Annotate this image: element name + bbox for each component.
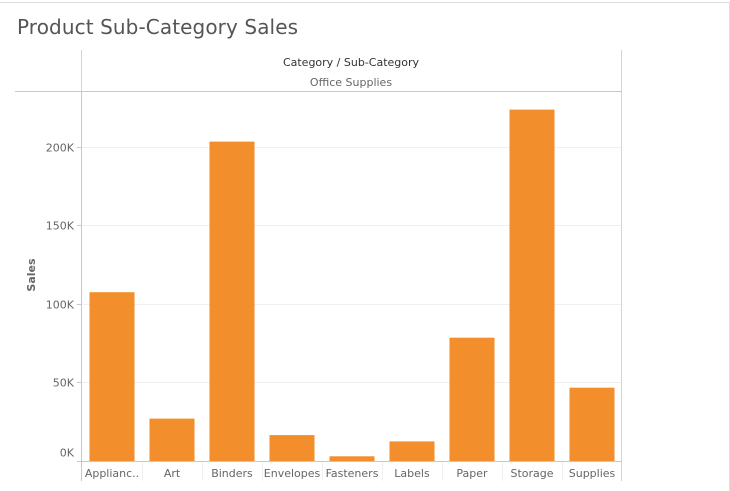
y-axis-title: Sales bbox=[25, 258, 38, 292]
x-axis-ticks: Applianc.. Art Binders Envelopes Fasteners La… bbox=[85, 461, 616, 481]
bar-labels[interactable] bbox=[389, 441, 435, 461]
x-tick-label: Envelopes bbox=[264, 467, 321, 480]
x-tick-label: Applianc.. bbox=[85, 467, 139, 480]
bar-fasteners[interactable] bbox=[329, 456, 375, 461]
x-tick-label: Binders bbox=[211, 467, 253, 480]
category-header: Office Supplies bbox=[310, 76, 392, 89]
bar-paper[interactable] bbox=[449, 337, 495, 461]
y-tick-label: 200K bbox=[46, 142, 75, 155]
bar-applianc[interactable] bbox=[89, 292, 135, 461]
x-tick-label: Storage bbox=[510, 467, 553, 480]
y-tick-label: 0K bbox=[60, 447, 75, 460]
column-header-title: Category / Sub-Category bbox=[283, 56, 420, 69]
bar-supplies[interactable] bbox=[569, 387, 615, 461]
bar-envelopes[interactable] bbox=[269, 435, 315, 461]
x-tick-label: Paper bbox=[456, 467, 488, 480]
bar-storage[interactable] bbox=[509, 109, 555, 461]
bars bbox=[89, 109, 615, 461]
bar-binders[interactable] bbox=[209, 141, 255, 461]
y-tick-label: 150K bbox=[46, 220, 75, 233]
view-top-border bbox=[0, 2, 730, 3]
y-tick-label: 50K bbox=[53, 377, 75, 390]
bar-art[interactable] bbox=[149, 418, 195, 461]
x-tick-label: Supplies bbox=[569, 467, 616, 480]
worksheet-title: Product Sub-Category Sales bbox=[17, 15, 299, 39]
y-tick-label: 100K bbox=[46, 299, 75, 312]
x-tick-label: Fasteners bbox=[326, 467, 379, 480]
y-axis-ticks: 0K 50K 100K 150K 200K bbox=[46, 142, 82, 462]
x-tick-label: Labels bbox=[394, 467, 430, 480]
x-tick-label: Art bbox=[164, 467, 181, 480]
